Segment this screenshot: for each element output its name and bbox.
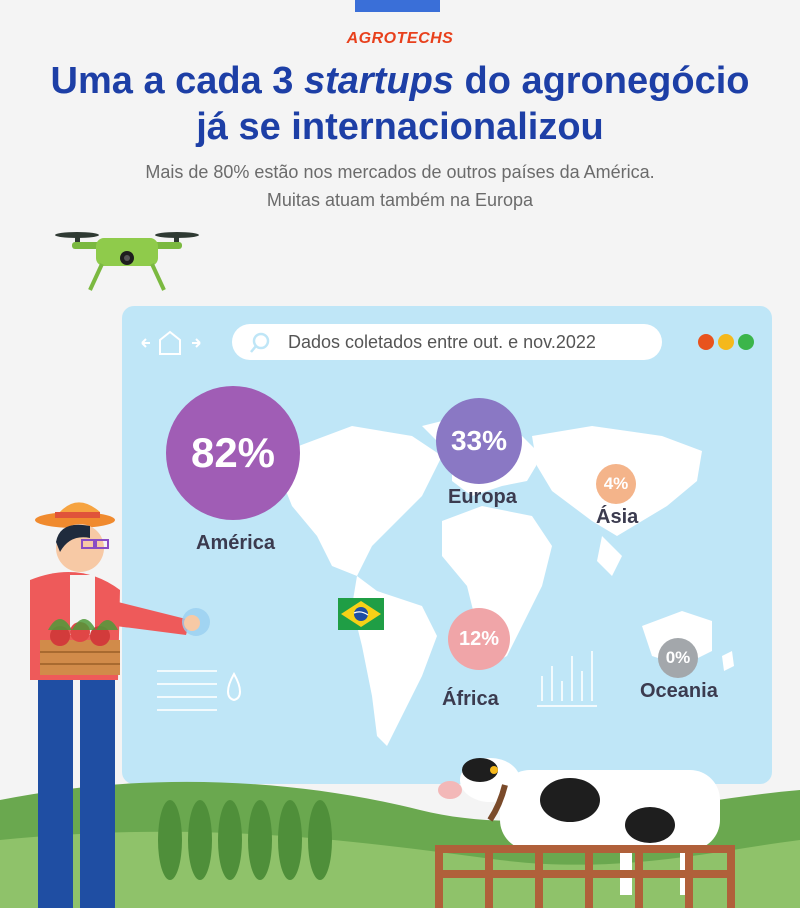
farmer-illustration	[30, 502, 210, 908]
label-oceania: Oceania	[640, 680, 718, 702]
label-europa: Europa	[448, 486, 517, 508]
search-text: Dados coletados entre out. e nov.2022	[288, 332, 596, 352]
value-africa: 12%	[458, 627, 500, 650]
window-controls	[694, 334, 754, 355]
top-accent-bar	[355, 0, 440, 12]
subtitle-line2: Muitas atuam também na Europa	[266, 190, 534, 210]
cow-illustration	[435, 758, 735, 908]
bubble-oceania: 0%	[658, 638, 698, 678]
bubble-europa: 33%	[436, 398, 522, 484]
headline-line2: já se internacionalizou	[196, 106, 604, 148]
label-asia: Ásia	[596, 506, 639, 528]
bubble-africa: 12%	[448, 608, 510, 670]
forward-arrow-icon	[192, 338, 201, 348]
label-america: América	[196, 532, 275, 554]
value-asia: 4%	[603, 474, 629, 493]
bubble-america: 82%	[166, 386, 300, 520]
search-bar[interactable]: Dados coletados entre out. e nov.2022	[232, 324, 662, 360]
close-dot[interactable]	[698, 334, 714, 350]
value-europa: 33%	[450, 425, 508, 456]
search-icon	[250, 332, 270, 353]
value-oceania: 0%	[665, 648, 691, 667]
brazil-flag-icon	[338, 598, 384, 630]
bubble-asia: 4%	[596, 464, 636, 504]
browser-nav	[141, 330, 201, 355]
minimize-dot[interactable]	[718, 334, 734, 350]
headline-part2: do agronegócio	[453, 60, 750, 102]
label-africa: África	[442, 688, 499, 710]
back-arrow-icon	[141, 338, 150, 348]
browser-window: Dados coletados entre out. e nov.2022 82…	[122, 306, 772, 784]
headline-italic: startups	[304, 60, 454, 102]
value-america: 82%	[190, 429, 276, 476]
home-icon	[159, 330, 181, 355]
subtitle-line1: Mais de 80% estão nos mercados de outros…	[145, 162, 655, 182]
drone-icon	[55, 232, 199, 291]
section-kicker: AGROTECHS	[346, 30, 454, 47]
maximize-dot[interactable]	[738, 334, 754, 350]
headline: Uma a cada 3 startups do agronegócio já …	[0, 58, 800, 150]
subtitle: Mais de 80% estão nos mercados de outros…	[0, 158, 800, 214]
headline-part1: Uma a cada 3	[50, 60, 304, 102]
